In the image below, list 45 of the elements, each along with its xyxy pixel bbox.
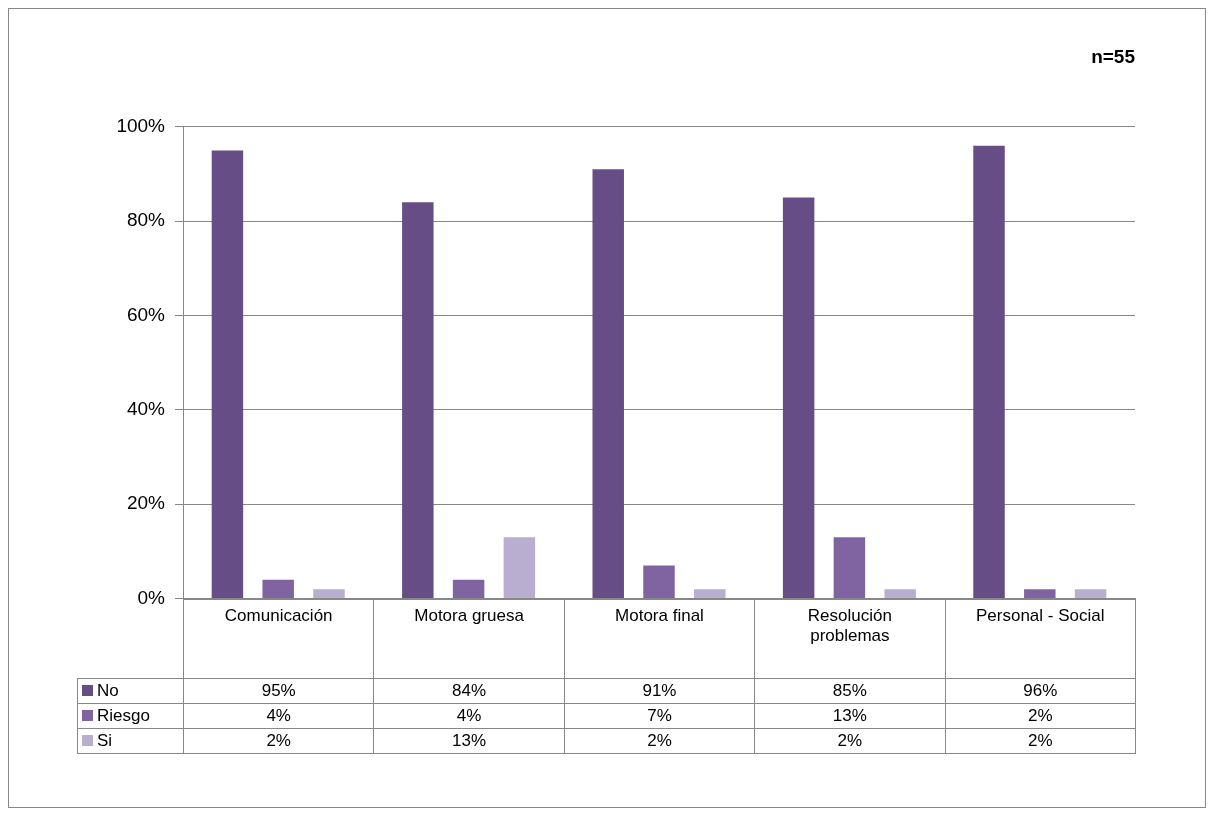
legend-label: Si — [77, 728, 184, 754]
bar — [1024, 589, 1056, 599]
data-label: 95% — [183, 678, 374, 704]
bar — [262, 579, 294, 599]
x-tick-label: Comunicación — [183, 599, 374, 679]
bar — [884, 589, 916, 599]
bar — [592, 169, 624, 599]
data-label: 7% — [564, 703, 755, 729]
chart-title: n=55 — [1091, 45, 1136, 67]
x-tick-label: Resolución problemas — [754, 599, 946, 679]
bar — [1074, 589, 1107, 599]
data-label: 2% — [564, 728, 755, 754]
data-label: 2% — [183, 728, 374, 754]
bar — [452, 579, 485, 599]
data-label: 4% — [183, 703, 374, 729]
legend-label: No — [77, 678, 184, 704]
x-tick-label: Motora final — [564, 599, 755, 679]
bar — [643, 565, 675, 599]
y-tick-label: 80% — [126, 209, 166, 231]
data-label: 2% — [945, 728, 1136, 754]
data-label: 96% — [945, 678, 1136, 704]
y-tick-label: 40% — [126, 398, 166, 420]
x-tick-label: Motora gruesa — [373, 599, 565, 679]
bar — [694, 589, 726, 599]
bar — [402, 202, 434, 599]
data-label: 91% — [564, 678, 755, 704]
y-tick-label: 60% — [126, 303, 166, 325]
y-tick-label: 0% — [137, 586, 166, 608]
bar — [833, 537, 866, 599]
data-label: 4% — [373, 703, 565, 729]
data-label: 13% — [754, 703, 946, 729]
bar — [973, 145, 1005, 599]
legend-label: Riesgo — [77, 703, 184, 729]
x-tick-label: Personal - Social — [945, 599, 1136, 679]
data-label: 84% — [373, 678, 565, 704]
data-label: 2% — [754, 728, 946, 754]
bar — [782, 197, 815, 599]
bar — [503, 537, 536, 599]
bar — [313, 589, 345, 599]
y-tick-label: 100% — [116, 115, 166, 137]
data-label: 13% — [373, 728, 565, 754]
bar — [211, 150, 244, 599]
data-label: 85% — [754, 678, 946, 704]
data-label: 2% — [945, 703, 1136, 729]
y-tick-label: 20% — [126, 492, 166, 514]
